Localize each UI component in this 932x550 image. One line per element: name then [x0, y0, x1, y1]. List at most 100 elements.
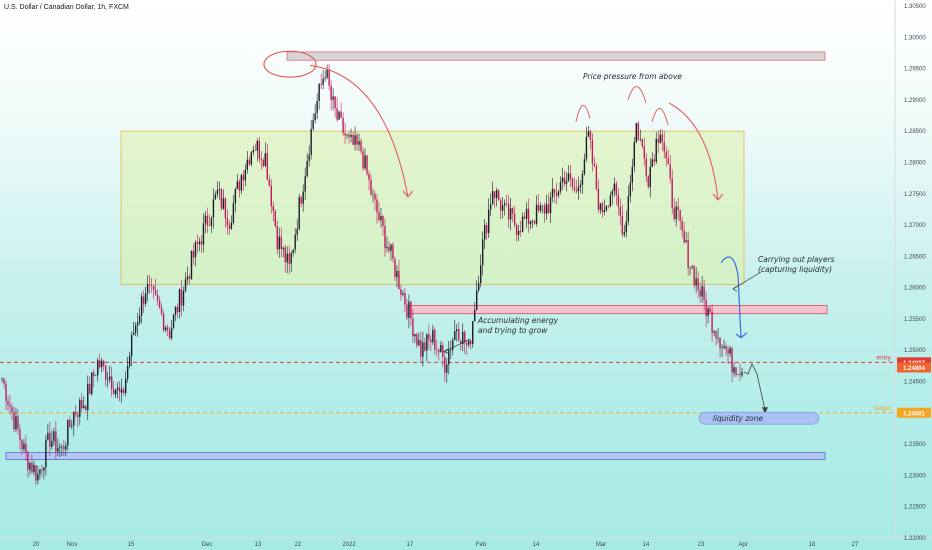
candle-body — [128, 355, 131, 366]
candle-body — [25, 443, 27, 453]
candle-body — [111, 376, 113, 390]
candle-body — [460, 340, 462, 344]
candle-body — [535, 204, 538, 224]
candle-body — [677, 206, 679, 211]
candle-body — [294, 234, 296, 250]
time-tick-label: 27 — [852, 542, 859, 548]
candle-body — [541, 205, 544, 207]
candle-body — [160, 307, 163, 314]
candle-body — [79, 400, 81, 417]
candle-body — [43, 467, 45, 471]
candle-body — [559, 181, 562, 192]
candle-body — [174, 307, 177, 315]
candle-body — [681, 220, 683, 231]
candle-body — [122, 389, 125, 393]
fall-arrow-1-head — [402, 190, 414, 198]
candle-body — [154, 290, 157, 295]
candle-body — [583, 159, 586, 175]
candle-body — [5, 383, 7, 402]
candle-body — [523, 216, 526, 219]
fall-arrow-2 — [668, 102, 719, 201]
time-tick-label: Feb — [476, 542, 487, 548]
candle-body — [168, 330, 171, 339]
time-tick-label: Nov — [67, 542, 78, 548]
chart-title: U.S. Dollar / Canadian Dollar, 1h, FXCM — [4, 4, 129, 11]
peak-circle — [263, 50, 317, 78]
candle-body — [537, 204, 540, 211]
candle-body — [244, 169, 247, 181]
candle-body — [489, 204, 492, 210]
candle-body — [85, 405, 87, 411]
candle-body — [611, 191, 614, 196]
candle-body — [609, 195, 612, 207]
fall-arrow-1 — [309, 64, 409, 197]
candle-body — [166, 327, 169, 331]
candle-body — [352, 134, 354, 145]
candle-body — [673, 207, 675, 220]
candle-body — [687, 240, 689, 268]
candle-body — [356, 135, 358, 145]
price-tick-label: 1.30500 — [904, 4, 926, 10]
candle-body — [178, 289, 181, 312]
candle-body — [216, 189, 219, 195]
candle-body — [663, 142, 665, 152]
price-tick-label: 1.29000 — [904, 98, 926, 104]
candle-body — [65, 445, 67, 450]
candle-body — [194, 242, 197, 258]
price-tick-label: 1.25500 — [904, 317, 926, 323]
annotation-carrying-2: (capturing liquidity) — [758, 265, 832, 274]
candle-body — [458, 329, 460, 341]
candle-body — [328, 69, 330, 86]
candle-body — [326, 69, 328, 78]
candle-body — [130, 334, 133, 356]
candle-body — [33, 465, 35, 473]
candle-body — [354, 135, 356, 145]
candle-body — [607, 206, 610, 207]
candle-body — [292, 249, 294, 254]
candle-body — [701, 286, 703, 297]
candle-body — [659, 134, 661, 143]
candle-body — [380, 215, 382, 221]
candle-body — [645, 158, 647, 177]
price-tick-label: 1.29500 — [904, 67, 926, 73]
candle-body — [412, 318, 414, 337]
price-tick-label: 1.27000 — [904, 223, 926, 229]
candle-body — [597, 188, 600, 210]
current-tag-label: 1.24804 — [903, 366, 925, 372]
target-tag-label: 1.24001 — [903, 411, 925, 417]
candle-body — [485, 225, 488, 234]
candle-body — [336, 108, 338, 120]
candle-body — [521, 216, 524, 232]
candle-body — [274, 210, 276, 227]
candle-body — [184, 279, 187, 291]
candle-body — [386, 246, 388, 249]
candle-body — [126, 365, 129, 379]
candle-body — [282, 247, 284, 250]
candle-body — [432, 329, 434, 343]
candle-body — [3, 378, 5, 384]
candle-body — [164, 327, 167, 331]
candle-body — [595, 166, 598, 189]
candle-body — [1, 378, 3, 380]
candle-body — [103, 360, 105, 366]
candle-body — [152, 285, 155, 291]
candle-body — [240, 175, 243, 191]
candle-body — [198, 241, 201, 244]
candle-body — [527, 208, 530, 225]
target-tag — [897, 407, 931, 418]
candle-body — [105, 365, 107, 380]
candle-body — [284, 247, 286, 263]
candle-body — [196, 242, 199, 244]
time-tick-label: 23 — [698, 542, 705, 548]
price-tick-label: 1.22000 — [904, 536, 926, 542]
candle-body — [625, 221, 628, 233]
candle-body — [671, 178, 673, 208]
candle-body — [146, 284, 149, 294]
candle-body — [599, 203, 602, 210]
candle-body — [635, 123, 637, 143]
candle-body — [563, 177, 566, 184]
candle-body — [503, 203, 506, 206]
time-tick-label: 14 — [643, 542, 650, 548]
time-tick-label: Mar — [596, 542, 606, 548]
